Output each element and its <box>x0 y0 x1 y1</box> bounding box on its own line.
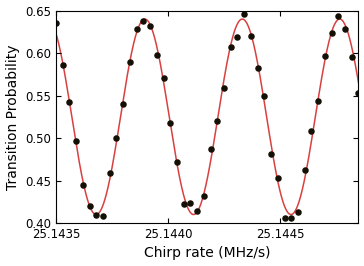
Point <box>295 210 301 214</box>
Point <box>73 139 79 143</box>
Point <box>282 216 288 221</box>
Point <box>322 53 328 58</box>
Point <box>167 120 173 125</box>
Point <box>53 21 59 26</box>
Point <box>67 99 72 104</box>
Point <box>87 204 92 208</box>
Point <box>147 24 153 28</box>
Point <box>302 168 308 172</box>
Point <box>356 91 361 95</box>
Point <box>100 213 106 218</box>
Point <box>174 160 180 164</box>
X-axis label: Chirp rate (MHz/s): Chirp rate (MHz/s) <box>144 246 270 260</box>
Point <box>228 45 234 49</box>
Point <box>187 201 193 205</box>
Point <box>134 27 139 32</box>
Point <box>161 76 166 81</box>
Point <box>275 176 281 180</box>
Point <box>255 65 261 70</box>
Point <box>141 19 146 23</box>
Point <box>194 209 200 213</box>
Point <box>261 94 267 98</box>
Point <box>315 99 321 103</box>
Point <box>80 183 86 188</box>
Point <box>201 194 207 198</box>
Y-axis label: Transition Probability: Transition Probability <box>5 44 20 190</box>
Point <box>288 216 294 221</box>
Point <box>221 86 227 90</box>
Point <box>329 31 335 35</box>
Point <box>308 129 314 133</box>
Point <box>114 136 119 140</box>
Point <box>94 213 99 217</box>
Point <box>342 27 348 31</box>
Point <box>127 60 133 64</box>
Point <box>349 55 355 59</box>
Point <box>241 11 247 16</box>
Point <box>234 35 240 39</box>
Point <box>107 171 112 175</box>
Point <box>268 152 274 156</box>
Point <box>335 14 341 18</box>
Point <box>60 63 66 68</box>
Point <box>181 202 187 206</box>
Point <box>154 53 160 57</box>
Point <box>207 147 213 151</box>
Point <box>248 34 254 38</box>
Point <box>214 119 220 123</box>
Point <box>120 102 126 106</box>
